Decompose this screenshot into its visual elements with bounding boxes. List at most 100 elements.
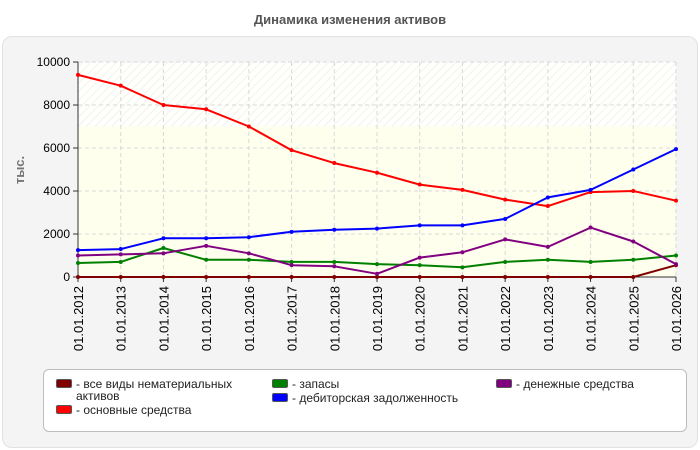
data-point (460, 187, 465, 192)
data-point (460, 265, 465, 270)
data-point (118, 247, 123, 252)
data-point (375, 275, 379, 279)
x-tick-label: 01.01.2026 (669, 286, 684, 351)
y-tick-label: 4000 (43, 184, 70, 198)
data-point (375, 262, 379, 267)
data-point (460, 223, 465, 228)
data-point (118, 259, 123, 264)
legend-label: - дебиторская задолженность (292, 391, 459, 405)
data-point (545, 275, 550, 279)
data-point (118, 252, 123, 257)
data-point (118, 275, 123, 279)
data-point (246, 235, 251, 240)
chart-title: Динамика изменения активов (253, 12, 447, 27)
chart-legend: - все виды нематериальных активов - основ… (43, 369, 687, 432)
y-axis-label: тыс. (12, 156, 27, 184)
x-tick-label: 01.01.2017 (285, 286, 300, 351)
data-point (161, 245, 166, 250)
data-point (204, 236, 209, 241)
data-point (161, 251, 166, 256)
data-point (76, 248, 80, 253)
data-point (503, 259, 508, 264)
data-point (204, 107, 209, 112)
data-point (246, 257, 251, 262)
data-point (460, 275, 465, 279)
data-point (289, 263, 294, 268)
data-point (631, 257, 636, 262)
data-point (332, 161, 337, 166)
data-point (161, 275, 166, 279)
legend-label: - денежные средства (516, 377, 634, 391)
x-tick-label: 01.01.2023 (541, 286, 556, 351)
data-point (246, 275, 251, 279)
data-point (417, 255, 422, 260)
data-point (588, 259, 593, 264)
data-point (588, 225, 593, 230)
data-point (674, 147, 678, 152)
x-tick-label: 01.01.2025 (626, 286, 641, 351)
data-point (204, 257, 209, 262)
legend-swatch (56, 405, 72, 414)
data-point (375, 271, 379, 276)
x-tick-label: 01.01.2020 (413, 286, 428, 351)
data-point (76, 253, 80, 258)
data-point (289, 275, 294, 279)
data-point (417, 275, 422, 279)
y-tick-label: 6000 (43, 141, 70, 155)
data-point (460, 250, 465, 255)
data-point (503, 237, 508, 242)
legend-label: - основные средства (76, 403, 192, 417)
x-tick-label: 01.01.2022 (498, 286, 513, 351)
legend-label: - все виды нематериальных активов (76, 377, 233, 403)
data-point (246, 251, 251, 256)
legend-swatch (496, 379, 512, 388)
data-point (545, 195, 550, 200)
y-tick-label: 0 (63, 270, 70, 284)
x-tick-label: 01.01.2012 (71, 286, 86, 351)
x-tick-label: 01.01.2024 (584, 286, 599, 351)
data-point (674, 253, 678, 258)
data-point (503, 275, 508, 279)
data-point (204, 243, 209, 248)
data-point (545, 204, 550, 209)
legend-swatch (272, 393, 288, 402)
data-point (503, 197, 508, 202)
data-point (545, 244, 550, 249)
y-tick-label: 2000 (43, 227, 70, 241)
legend-swatch (272, 379, 288, 388)
x-tick-label: 01.01.2019 (370, 286, 385, 351)
x-tick-label: 01.01.2016 (242, 286, 257, 351)
data-point (631, 275, 636, 279)
x-tick-label: 01.01.2014 (156, 286, 171, 351)
data-point (674, 262, 678, 267)
y-tick-label: 10000 (37, 55, 71, 69)
data-point (588, 187, 593, 192)
data-point (417, 263, 422, 268)
data-point (375, 226, 379, 231)
data-point (375, 170, 379, 175)
data-point (674, 198, 678, 203)
data-point (161, 236, 166, 241)
x-tick-label: 01.01.2018 (327, 286, 342, 351)
data-point (417, 223, 422, 228)
x-tick-label: 01.01.2015 (199, 286, 214, 351)
data-point (204, 275, 209, 279)
data-point (631, 189, 636, 193)
data-point (332, 264, 337, 269)
data-point (289, 148, 294, 153)
x-tick-label: 01.01.2021 (455, 286, 470, 351)
y-tick-label: 8000 (43, 98, 70, 112)
legend-label: - запасы (292, 377, 340, 391)
data-point (332, 227, 337, 232)
data-point (76, 261, 80, 266)
data-point (332, 259, 337, 264)
data-point (631, 167, 636, 172)
data-point (545, 257, 550, 262)
data-point (503, 216, 508, 221)
data-point (332, 275, 337, 279)
data-point (118, 83, 123, 88)
data-point (289, 229, 294, 234)
legend-swatch (56, 379, 72, 388)
data-point (588, 275, 593, 279)
